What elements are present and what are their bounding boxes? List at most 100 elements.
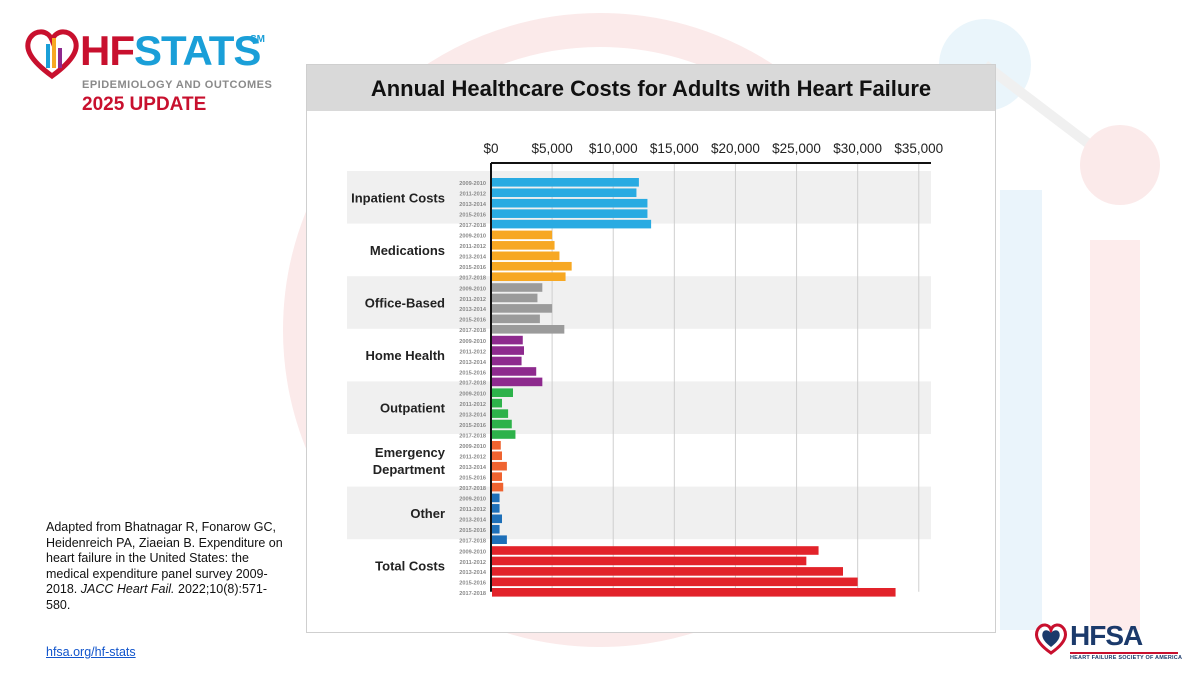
period-label: 2015-2016 — [459, 212, 486, 218]
period-label: 2011-2012 — [460, 507, 486, 513]
bar — [492, 261, 572, 271]
bar — [492, 272, 566, 281]
bar — [492, 409, 509, 418]
hf-stats-link[interactable]: hfsa.org/hf-stats — [46, 645, 136, 659]
citation-ref: 2022;10(8):571-580. — [46, 582, 267, 612]
period-label: 2013-2014 — [459, 465, 487, 471]
period-label: 2013-2014 — [459, 202, 487, 208]
bar — [492, 293, 538, 303]
chart-panel: Annual Healthcare Costs for Adults with … — [306, 64, 996, 633]
period-label: 2011-2012 — [460, 402, 486, 408]
bar — [492, 556, 807, 566]
bar — [492, 356, 522, 366]
bar — [492, 398, 502, 408]
bar — [492, 451, 502, 461]
period-label: 2013-2014 — [459, 570, 487, 576]
logo-subtitle: EPIDEMIOLOGY AND OUTCOMES — [82, 79, 273, 91]
citation-text: Adapted from Bhatnagar R, Fonarow GC, He… — [46, 520, 283, 596]
bar — [492, 209, 648, 218]
hfsa-logo: HFSA HEART FAILURE SOCIETY OF AMERICA — [1034, 620, 1184, 664]
period-label: 2017-2018 — [459, 433, 486, 439]
period-label: 2009-2010 — [459, 444, 486, 450]
bar — [492, 524, 500, 534]
x-tick-label: $25,000 — [772, 141, 821, 156]
logo-update: 2025 UPDATE — [82, 94, 207, 115]
logo-sm-mark: SM — [250, 34, 265, 45]
period-label: 2011-2012 — [460, 455, 486, 461]
logo-stats: STATS — [134, 27, 261, 74]
group-band — [347, 276, 931, 329]
bar — [492, 198, 648, 208]
bar — [492, 493, 500, 503]
period-label: 2015-2016 — [459, 265, 486, 271]
bar — [492, 472, 502, 481]
bar — [492, 535, 507, 544]
bar — [492, 588, 896, 597]
logo-wordmark: HFSTATS — [80, 27, 261, 74]
period-label: 2017-2018 — [459, 381, 486, 387]
bar — [492, 546, 819, 555]
category-label: Medications — [370, 243, 445, 258]
category-label: Outpatient — [380, 401, 446, 416]
chart-title-bar — [307, 65, 995, 111]
period-label: 2009-2010 — [459, 549, 486, 555]
period-label: 2015-2016 — [459, 528, 486, 534]
bar — [492, 377, 543, 387]
period-label: 2013-2014 — [459, 307, 487, 313]
period-label: 2009-2010 — [459, 181, 486, 187]
period-label: 2011-2012 — [460, 349, 486, 355]
category-label: Home Health — [366, 348, 446, 363]
period-label: 2015-2016 — [459, 370, 486, 376]
bar — [492, 388, 513, 397]
category-label: Office-Based — [365, 296, 445, 311]
x-tick-label: $35,000 — [894, 141, 943, 156]
bar — [492, 178, 639, 187]
period-label: 2015-2016 — [459, 581, 486, 587]
bar — [492, 430, 516, 439]
period-label: 2015-2016 — [459, 318, 486, 324]
period-label: 2013-2014 — [459, 412, 487, 418]
period-label: 2011-2012 — [460, 192, 486, 198]
category-label: Department — [373, 462, 446, 477]
group-band — [347, 381, 931, 434]
period-label: 2017-2018 — [459, 486, 486, 492]
bar — [492, 314, 540, 324]
bar — [492, 188, 637, 198]
x-tick-label: $20,000 — [711, 141, 760, 156]
period-label: 2015-2016 — [459, 475, 486, 481]
period-label: 2013-2014 — [459, 360, 487, 366]
bar — [492, 419, 512, 429]
period-label: 2013-2014 — [459, 518, 487, 524]
period-label: 2009-2010 — [459, 286, 486, 292]
bar — [492, 504, 500, 513]
hf-stats-logo: HFSTATS SM EPIDEMIOLOGY AND OUTCOMES 202… — [22, 24, 282, 124]
bar — [492, 482, 504, 492]
x-tick-label: $15,000 — [650, 141, 699, 156]
period-label: 2017-2018 — [459, 223, 486, 229]
bar — [492, 577, 858, 587]
period-label: 2009-2010 — [459, 339, 486, 345]
hfsa-wordmark: HFSA — [1070, 620, 1143, 651]
bar — [492, 346, 524, 355]
category-label: Other — [410, 506, 445, 521]
bar — [492, 335, 523, 345]
category-label: Total Costs — [375, 559, 445, 574]
hfsa-underline — [1070, 652, 1178, 654]
period-label: 2015-2016 — [459, 423, 486, 429]
period-label: 2017-2018 — [459, 539, 486, 545]
bar — [492, 367, 537, 376]
chart-title: Annual Healthcare Costs for Adults with … — [370, 76, 932, 101]
bar-chart: $0 $5,000 $10,000 $15,000 $20,000 $25,000 $30,… — [347, 141, 943, 597]
x-tick-label: $30,000 — [833, 141, 882, 156]
period-label: 2017-2018 — [459, 276, 486, 282]
bar — [492, 230, 553, 240]
bar — [492, 461, 507, 471]
bar — [492, 304, 553, 313]
x-tick-label: $5,000 — [531, 141, 572, 156]
period-label: 2011-2012 — [460, 297, 486, 303]
bar — [492, 241, 555, 250]
hfsa-tagline: HEART FAILURE SOCIETY OF AMERICA — [1070, 655, 1183, 661]
x-tick-label: $10,000 — [589, 141, 638, 156]
heart-logo-icon — [25, 29, 79, 80]
bar — [492, 441, 501, 450]
